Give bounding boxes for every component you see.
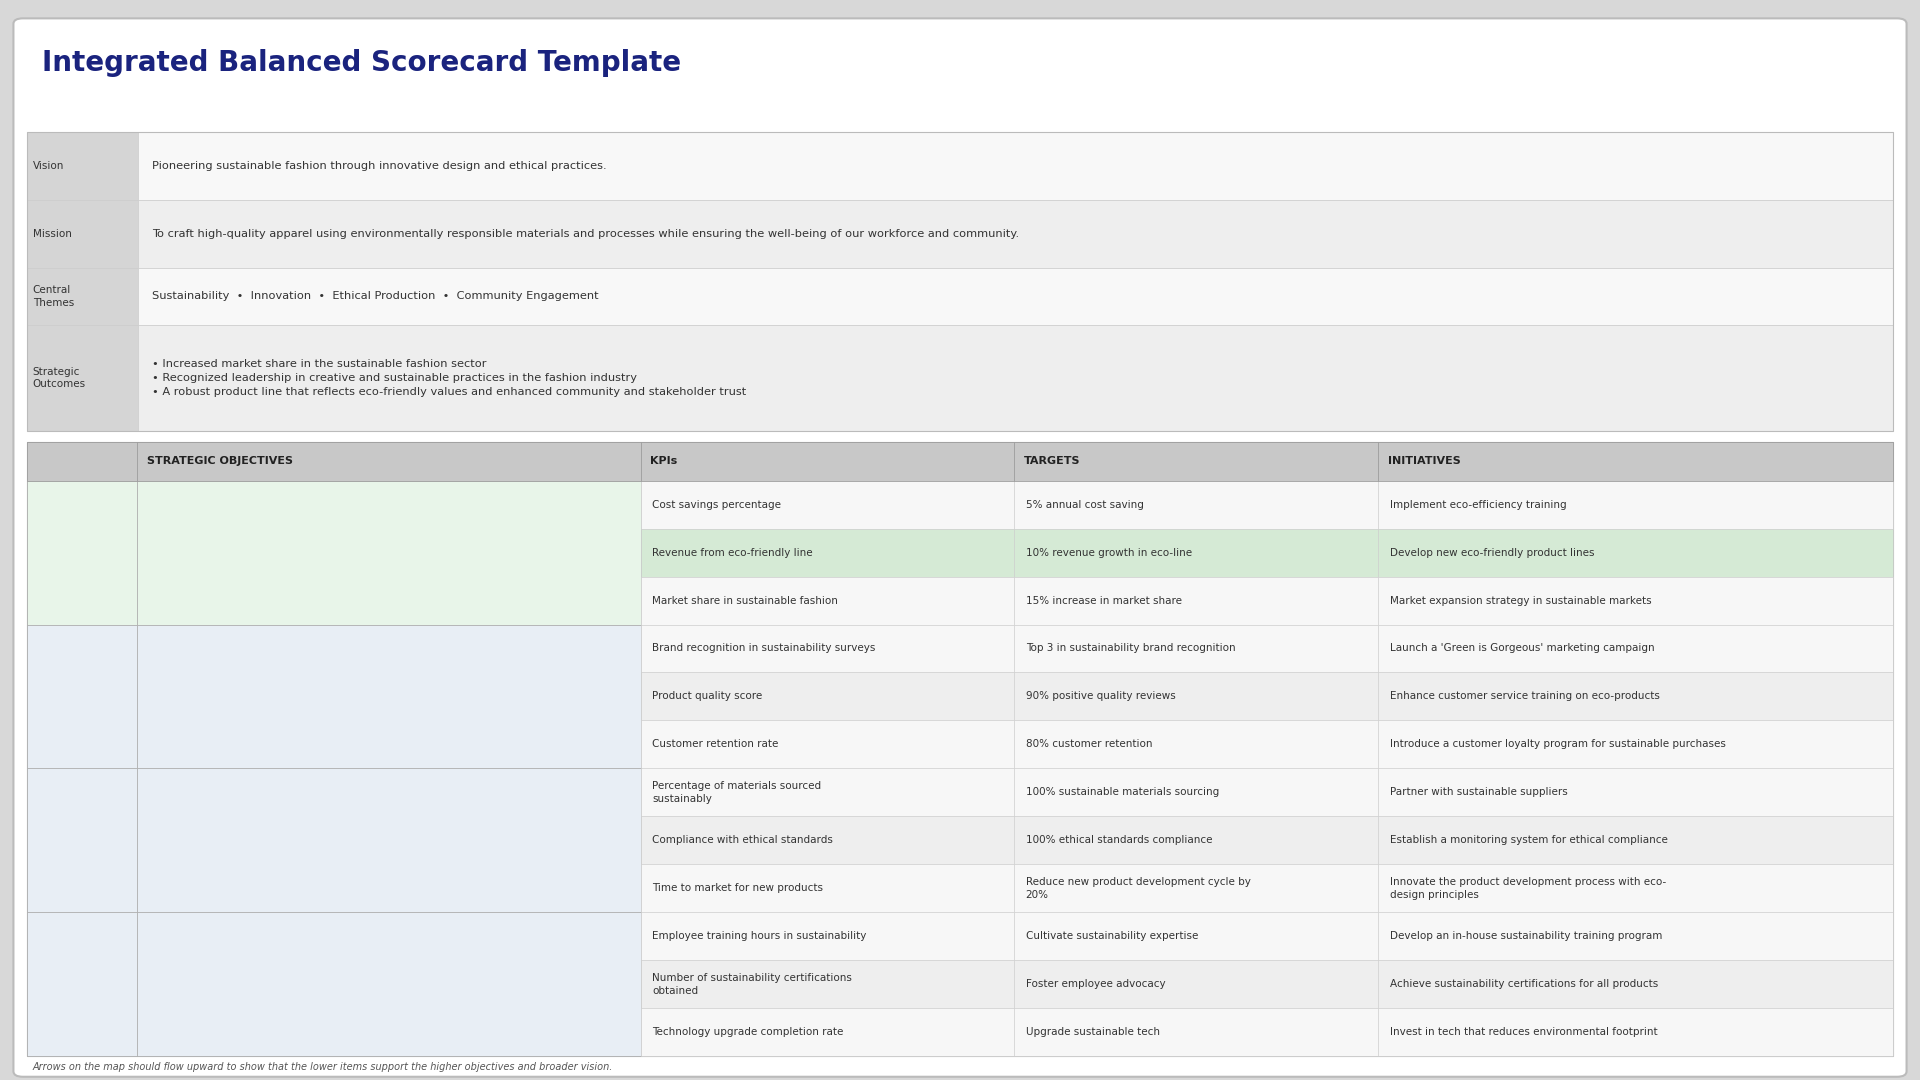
Text: Foster employee advocacy: Foster employee advocacy (1025, 980, 1165, 989)
Text: Revenue from eco-friendly line: Revenue from eco-friendly line (653, 548, 812, 557)
Text: INTERNAL
PROCESS
PERSPECTIVE: INTERNAL PROCESS PERSPECTIVE (63, 804, 100, 877)
Text: Enhance customer service training on eco-products: Enhance customer service training on eco… (1390, 691, 1659, 702)
Text: 15% increase in market share: 15% increase in market share (1025, 595, 1181, 606)
Text: Pioneering sustainable fashion through innovative design and ethical practices.: Pioneering sustainable fashion through i… (152, 161, 607, 171)
Text: 10% revenue growth in eco-line: 10% revenue growth in eco-line (1025, 548, 1192, 557)
Text: Develop an in-house sustainability training program: Develop an in-house sustainability train… (1390, 931, 1663, 942)
Text: To craft high-quality apparel using environmentally responsible materials and pr: To craft high-quality apparel using envi… (152, 229, 1020, 239)
Text: Develop new eco-friendly product lines: Develop new eco-friendly product lines (1390, 548, 1594, 557)
Text: Central
Themes: Central Themes (33, 285, 73, 308)
Text: Establish a monitoring system for ethical compliance: Establish a monitoring system for ethica… (1390, 835, 1667, 846)
Text: KPIs: KPIs (651, 456, 678, 467)
Text: Upgrade
Sustainable
Tech: Upgrade Sustainable Tech (522, 967, 578, 997)
Text: Improve
Customer
Engagement: Improve Customer Engagement (520, 678, 580, 708)
Text: Customer retention rate: Customer retention rate (653, 740, 780, 750)
Text: Launch a 'Green is Gorgeous' marketing campaign: Launch a 'Green is Gorgeous' marketing c… (1390, 644, 1655, 653)
Text: Partner with sustainable suppliers: Partner with sustainable suppliers (1390, 787, 1567, 797)
Text: TARGETS: TARGETS (1023, 456, 1081, 467)
Text: CUSTOMER
PERSPECTIVE: CUSTOMER PERSPECTIVE (71, 660, 94, 733)
Text: Cultivate
Sustainability
Expertise: Cultivate Sustainability Expertise (196, 967, 259, 997)
Ellipse shape (334, 940, 444, 1023)
Text: Mission: Mission (33, 229, 71, 239)
Ellipse shape (173, 652, 282, 735)
Text: Introduce a customer loyalty program for sustainable purchases: Introduce a customer loyalty program for… (1390, 740, 1726, 750)
Text: Achieve sustainability certifications for all products: Achieve sustainability certifications fo… (1390, 980, 1657, 989)
Text: Expand Market
Share: Expand Market Share (444, 540, 515, 559)
Text: 90% positive quality reviews: 90% positive quality reviews (1025, 691, 1175, 702)
Ellipse shape (495, 940, 605, 1023)
Text: Market expansion strategy in sustainable markets: Market expansion strategy in sustainable… (1390, 595, 1651, 606)
Text: Top 3 in sustainability brand recognition: Top 3 in sustainability brand recognitio… (1025, 644, 1235, 653)
Text: Innovate
Product
Lifecycle: Innovate Product Lifecycle (530, 822, 570, 853)
Ellipse shape (422, 500, 538, 599)
Ellipse shape (334, 796, 444, 879)
Ellipse shape (495, 796, 605, 879)
Text: 80% customer retention: 80% customer retention (1025, 740, 1152, 750)
Text: Foster
Employee
Advocacy: Foster Employee Advocacy (365, 967, 413, 997)
Text: • Increased market share in the sustainable fashion sector
• Recognized leadersh: • Increased market share in the sustaina… (152, 359, 747, 397)
Ellipse shape (334, 652, 444, 735)
Text: Invest in tech that reduces environmental footprint: Invest in tech that reduces environmenta… (1390, 1027, 1657, 1037)
Text: Implement eco-efficiency training: Implement eco-efficiency training (1390, 500, 1567, 510)
Text: Elevate
Product
Quality: Elevate Product Quality (371, 678, 407, 708)
Text: Compliance with ethical standards: Compliance with ethical standards (653, 835, 833, 846)
Text: Market share in sustainable fashion: Market share in sustainable fashion (653, 595, 839, 606)
Ellipse shape (173, 796, 282, 879)
Text: 100% ethical standards compliance: 100% ethical standards compliance (1025, 835, 1212, 846)
Text: Increase Cost
Efficiency: Increase Cost Efficiency (255, 540, 321, 559)
Text: INITIATIVES: INITIATIVES (1388, 456, 1461, 467)
Text: FINANCIAL
PERSPECTIVE: FINANCIAL PERSPECTIVE (71, 515, 94, 590)
Text: Integrated Balanced Scorecard Template: Integrated Balanced Scorecard Template (42, 49, 682, 77)
Text: STRATEGIC OBJECTIVES: STRATEGIC OBJECTIVES (146, 456, 292, 467)
Ellipse shape (173, 940, 282, 1023)
Text: Time to market for new products: Time to market for new products (653, 883, 824, 893)
Text: Technology upgrade completion rate: Technology upgrade completion rate (653, 1027, 843, 1037)
Text: Number of sustainability certifications
obtained: Number of sustainability certifications … (653, 973, 852, 996)
Text: Innovate the product development process with eco-
design principles: Innovate the product development process… (1390, 877, 1667, 900)
Text: Cultivate sustainability expertise: Cultivate sustainability expertise (1025, 931, 1198, 942)
Text: Sustainability  •  Innovation  •  Ethical Production  •  Community Engagement: Sustainability • Innovation • Ethical Pr… (152, 292, 599, 301)
Text: Brand recognition in sustainability surveys: Brand recognition in sustainability surv… (653, 644, 876, 653)
Ellipse shape (230, 500, 346, 599)
Text: Upgrade sustainable tech: Upgrade sustainable tech (1025, 1027, 1160, 1037)
Text: Percentage of materials sourced
sustainably: Percentage of materials sourced sustaina… (653, 781, 822, 804)
Text: Product quality score: Product quality score (653, 691, 762, 702)
Text: Optimize
Sustainable
Sourcing: Optimize Sustainable Sourcing (200, 822, 255, 853)
Text: Cost savings percentage: Cost savings percentage (653, 500, 781, 510)
Text: 5% annual cost saving: 5% annual cost saving (1025, 500, 1144, 510)
Text: Arrows on the map should flow upward to show that the lower items support the hi: Arrows on the map should flow upward to … (33, 1062, 612, 1071)
Text: Reduce new product development cycle by
20%: Reduce new product development cycle by … (1025, 877, 1250, 900)
Text: Vision: Vision (33, 161, 63, 171)
Ellipse shape (495, 652, 605, 735)
Text: 100% sustainable materials sourcing: 100% sustainable materials sourcing (1025, 787, 1219, 797)
Text: Employee training hours in sustainability: Employee training hours in sustainabilit… (653, 931, 866, 942)
Text: Strategic
Outcomes: Strategic Outcomes (33, 367, 86, 389)
Text: LEARNING
& GROWTH
PERSPECTIVE: LEARNING & GROWTH PERSPECTIVE (63, 947, 100, 1022)
Text: Streamline
Ethical
Manufacturing: Streamline Ethical Manufacturing (355, 822, 424, 853)
Text: Enhance Eco-
Conscious
Brand Image: Enhance Eco- Conscious Brand Image (196, 678, 259, 708)
